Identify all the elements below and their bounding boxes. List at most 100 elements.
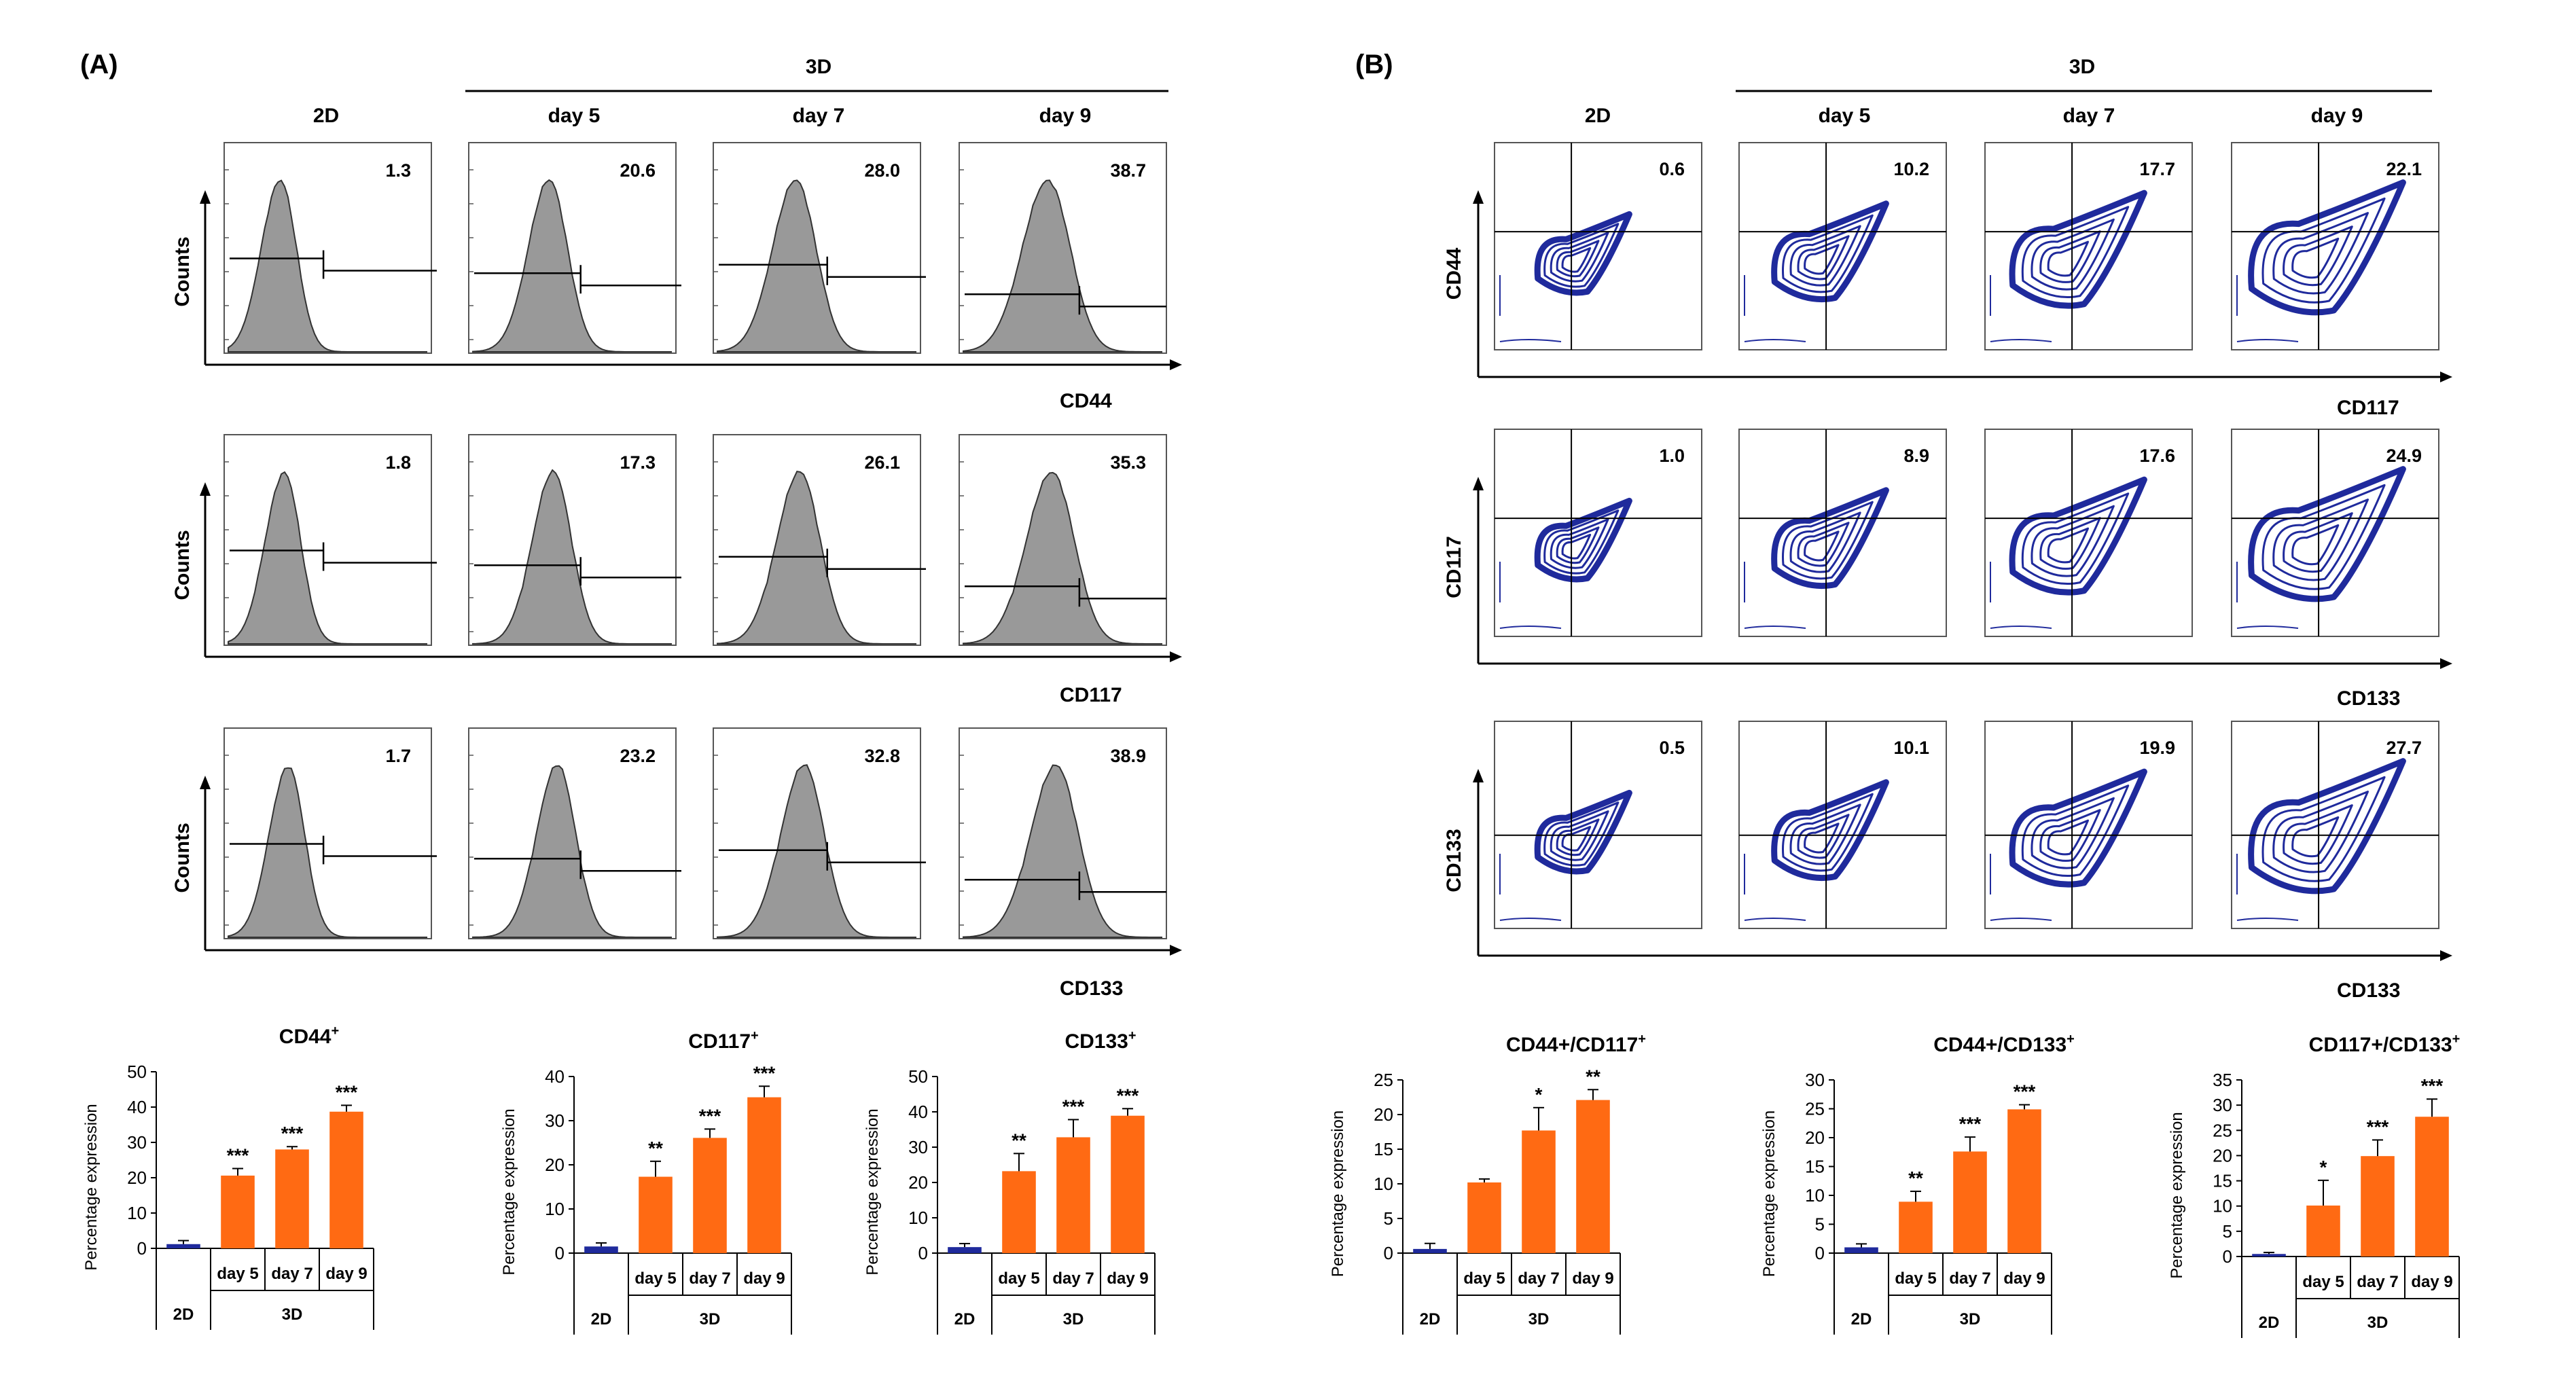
quadrant-percent-label: 10.1: [1893, 738, 1929, 758]
quadrant-percent-label: 27.7: [2386, 738, 2422, 758]
histogram-curve: [472, 765, 672, 938]
panel-b-header: 3D 2D day 5 day 7 day 9: [1585, 56, 2432, 127]
contour-level: [1781, 501, 1874, 580]
bar-group-label-3d: 3D: [700, 1310, 721, 1328]
panel-b-col-2d: 2D: [1585, 105, 1611, 127]
contour-y-axis-arrow: [1473, 190, 1484, 204]
contour-edge-events: [1499, 918, 1562, 921]
contour-r0-c0: 0.6: [1494, 142, 1702, 350]
bar-y-tick-label: 25: [1805, 1099, 1825, 1119]
bar-y-tick-label: 30: [908, 1137, 928, 1157]
panel-b-label: (B): [1355, 50, 1393, 79]
bar: [2306, 1205, 2340, 1257]
hist-y-axis-arrow: [200, 190, 211, 204]
significance-mark: **: [1908, 1168, 1923, 1189]
contour-level: [1789, 511, 1861, 573]
bar-chart-title-sup: +: [1638, 1032, 1646, 1047]
bar-y-tick-label: 15: [1374, 1139, 1393, 1159]
histogram-percent-label: 28.0: [864, 160, 900, 181]
bar: [221, 1175, 255, 1248]
quadrant-percent-label: 22.1: [2386, 159, 2422, 179]
bar-y-tick-label: 0: [555, 1243, 565, 1263]
bar-category-label: day 9: [2003, 1269, 2045, 1288]
hist-x-axis-arrow: [1170, 945, 1182, 956]
quadrant-percent-label: 10.2: [1893, 159, 1929, 179]
hist-x-axis-arrow: [1170, 359, 1182, 370]
bar-chart-ylabel: Percentage expression: [82, 1104, 101, 1270]
hist-row-2-xlabel: CD133: [1060, 977, 1123, 1000]
histogram-grid: 1.3 20.6 28.0 38.7 1.8 17.3 26.1 35.3 1.7 23.2 32.…: [200, 142, 1182, 956]
bar-category-label: day 5: [217, 1265, 258, 1283]
hist-row-2-ylabel: Counts: [171, 822, 194, 892]
bar: [1899, 1201, 1933, 1253]
contour-level: [1781, 214, 1874, 293]
bar-chart-3: CD44+/CD117+ Percentage expression 0 5 10 15 2…: [1329, 1032, 1646, 1335]
bar-y-tick-label: 20: [545, 1155, 565, 1175]
bar-group-label-2d: 2D: [1851, 1310, 1872, 1328]
bar: [329, 1111, 363, 1248]
significance-mark: ***: [2421, 1075, 2444, 1096]
bar: [948, 1247, 982, 1253]
panel-a-header: 3D 2D day 5 day 7 day 9: [313, 56, 1168, 127]
bar-chart-title-sup: +: [751, 1028, 759, 1043]
contour-level: [2283, 804, 2353, 865]
bar-chart-title: CD117+/CD133+: [2309, 1032, 2461, 1056]
bar-group-label-2d: 2D: [954, 1310, 976, 1328]
contour-level: [1561, 247, 1592, 273]
bar-category-label: day 5: [1895, 1269, 1936, 1288]
contour-y-axis-arrow: [1473, 769, 1484, 782]
contour-r2-c0: 0.5: [1494, 721, 1702, 929]
contour-level: [2039, 809, 2101, 862]
contour-r1-c2: 17.6: [1984, 429, 2193, 637]
bar: [1576, 1100, 1610, 1253]
bar-y-tick-label: 10: [908, 1208, 928, 1228]
quadrant-percent-label: 17.6: [2139, 446, 2175, 466]
contour-level: [2031, 797, 2115, 869]
bar-category-label: day 9: [1572, 1269, 1613, 1288]
contour-edge-events: [2236, 626, 2299, 629]
quadrant-percent-label: 8.9: [1903, 446, 1929, 466]
bar-y-tick-label: 0: [918, 1243, 928, 1263]
contour-edge-events: [2236, 339, 2299, 342]
contour-level: [1550, 232, 1609, 283]
contour-level: [1804, 822, 1840, 854]
bar-y-tick-label: 40: [545, 1066, 565, 1087]
histogram-curve: [228, 471, 427, 645]
bar-chart-4: CD44+/CD133+ Percentage expression 0 5 10 15 2…: [1760, 1032, 2075, 1335]
significance-mark: ***: [2367, 1116, 2389, 1137]
bar-y-tick-label: 20: [908, 1172, 928, 1193]
histogram-percent-label: 1.7: [385, 746, 411, 766]
bar-chart-title-sup: +: [1128, 1028, 1137, 1043]
bar-category-label: day 5: [2302, 1273, 2344, 1291]
histogram-percent-label: 17.3: [620, 452, 656, 473]
histogram-r2-c0: 1.7: [223, 727, 437, 939]
bar-charts: CD44+Percentage expression 01020304050***…: [82, 1024, 2460, 1338]
bar-group-label-2d: 2D: [1420, 1310, 1441, 1328]
bar: [1953, 1151, 1987, 1253]
bar-chart-title: CD44+/CD133+: [1933, 1032, 2075, 1056]
bar-y-tick-label: 5: [1384, 1208, 1393, 1229]
histogram-curve: [717, 179, 916, 352]
contour-level: [2283, 512, 2353, 573]
contour-level: [2261, 484, 2386, 590]
bar: [2007, 1109, 2041, 1253]
contour-level: [1797, 522, 1850, 567]
contour-r1-c0: 1.0: [1494, 429, 1702, 637]
histogram-percent-label: 23.2: [620, 746, 656, 766]
histogram-r2-c1: 23.2: [468, 727, 681, 939]
contour-level: [2031, 218, 2115, 291]
bar: [639, 1176, 673, 1253]
contour-edge-events: [1744, 339, 1806, 342]
histogram-r1-c2: 26.1: [713, 434, 926, 646]
histogram-percent-label: 1.3: [385, 160, 411, 181]
contour-level: [1804, 244, 1840, 275]
contour-row-1-ylabel: CD117: [1443, 536, 1465, 598]
bar-category-label: day 9: [2411, 1273, 2452, 1291]
contour-level: [1543, 801, 1620, 867]
bar-category-label: day 5: [634, 1269, 676, 1288]
bar-chart-2: CD133+ Percentage expression 0 10 20 30 40 50 **…: [863, 1028, 1156, 1335]
contour-level: [2272, 499, 2369, 581]
panel-b-row-labels: CD117 CD133 CD133 CD44 CD117 CD133: [1443, 247, 2400, 1002]
panel-a-col-day7: day 7: [793, 105, 845, 127]
histogram-r0-c3: 38.7: [959, 142, 1167, 354]
